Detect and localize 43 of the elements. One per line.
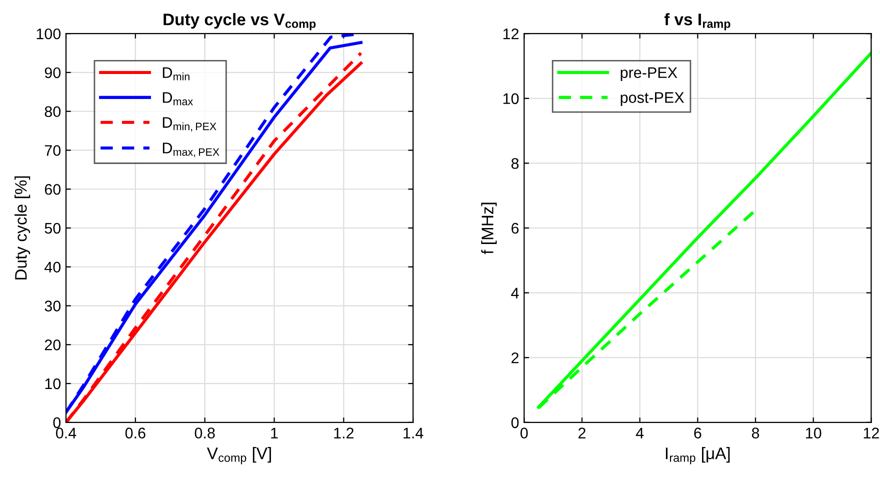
- x-tick-label: 2: [578, 428, 586, 438]
- legend-label: D$_{max}$: [162, 92, 193, 106]
- x-tick-label: 12: [864, 428, 879, 438]
- x-tick-label: 4: [636, 428, 644, 438]
- legend-label: pre-PEX: [620, 67, 678, 82]
- x-tick-label: 0: [520, 428, 528, 438]
- x-tick-label: 1.2: [334, 428, 354, 438]
- legend-label: post-PEX: [620, 92, 684, 106]
- chart-title: Duty cycle vs V$_{comp}$: [164, 13, 316, 30]
- y-axis-title: f [MHz]: [481, 202, 497, 254]
- x-tick-label: 1.4: [404, 428, 424, 438]
- y-tick-label: 4: [511, 288, 519, 298]
- y-tick-label: 0: [511, 417, 519, 428]
- y-tick-label: 70: [44, 145, 61, 156]
- y-tick-label: 6: [512, 222, 519, 234]
- y-tick-label: 90: [44, 67, 61, 78]
- x-tick-label: 0.6: [125, 428, 146, 438]
- x-tick-label: 10: [806, 428, 822, 438]
- x-tick-label: 8: [752, 428, 760, 438]
- y-tick-label: 30: [44, 300, 61, 312]
- y-axis-title: Duty cycle [%]: [14, 176, 30, 280]
- y-tick-label: 10: [503, 93, 519, 104]
- y-tick-label: 8: [511, 158, 519, 169]
- x-tick-label: 6: [694, 428, 702, 438]
- y-tick-label: 80: [44, 106, 61, 118]
- x-tick-label: 0.8: [194, 428, 215, 438]
- x-axis-title: V$_{comp}$ [V]: [206, 447, 271, 464]
- x-tick-label: 1: [271, 428, 278, 438]
- y-tick-label: 10: [45, 378, 61, 390]
- y-tick-label: 0: [53, 417, 61, 428]
- y-tick-label: 100: [36, 28, 61, 40]
- legend-label: D$_{min}$: [162, 67, 190, 80]
- x-tick-label: 0.4: [56, 428, 76, 438]
- y-tick-label: 12: [503, 28, 519, 40]
- legend-label: D$_{min,PEX}$: [162, 117, 216, 132]
- y-tick-label: 2: [512, 352, 519, 364]
- y-tick-label: 20: [44, 340, 61, 350]
- x-axis-title: I$_{ramp}$ [μA]: [666, 447, 730, 464]
- chart-title: f vs I$_{ramp}$: [664, 13, 730, 30]
- y-tick-label: 50: [44, 222, 61, 234]
- y-tick-label: 40: [44, 262, 61, 273]
- y-tick-label: 60: [44, 184, 61, 195]
- legend-label: D$_{max,PEX}$: [162, 142, 220, 158]
